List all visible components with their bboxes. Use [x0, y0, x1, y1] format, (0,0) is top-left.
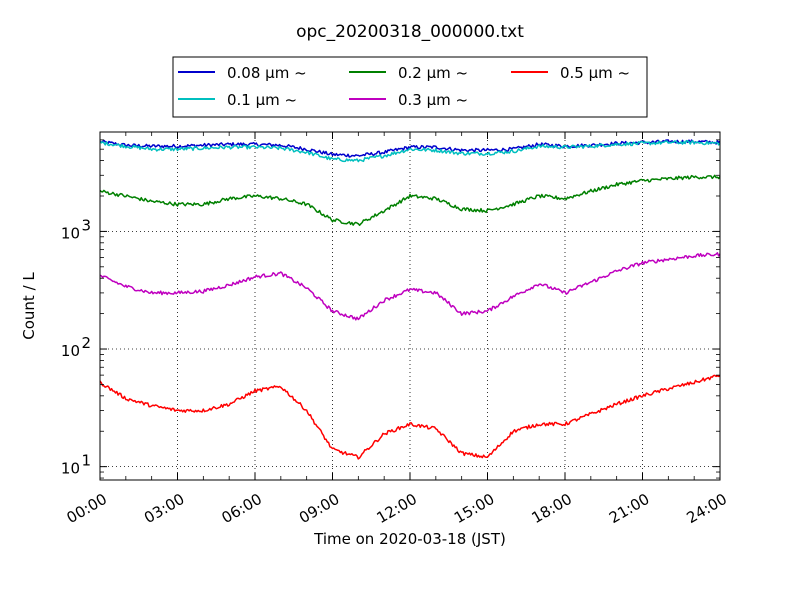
y-tick-label: 10	[61, 224, 80, 242]
series-line-4	[99, 374, 721, 460]
y-tick-base: 10	[61, 342, 80, 360]
legend-label: 0.3 μm ~	[398, 91, 468, 109]
legend-label: 0.08 μm ~	[227, 64, 307, 82]
series-line-1	[99, 140, 721, 163]
legend-entry: 0.1 μm ~	[178, 91, 297, 109]
y-tick-label: 10	[61, 342, 80, 360]
y-tick-exponent: 2	[81, 334, 91, 352]
legend-label: 0.2 μm ~	[398, 64, 468, 82]
y-tick-exponent: 3	[81, 216, 91, 234]
y-tick-exponent: 1	[81, 452, 91, 470]
legend-label: 0.1 μm ~	[227, 91, 297, 109]
y-tick-base: 10	[61, 460, 80, 478]
y-axis-label: Count / L	[20, 272, 38, 340]
y-tick-base: 10	[61, 224, 80, 242]
series-line-2	[99, 174, 721, 227]
legend-entry: 0.2 μm ~	[349, 64, 468, 82]
legend-box	[172, 56, 648, 118]
series-line-3	[99, 252, 721, 321]
chart-title: opc_20200318_000000.txt	[296, 22, 524, 42]
axis-ticks	[99, 131, 721, 480]
legend-entry: 0.5 μm ~	[511, 64, 630, 82]
grid-lines	[100, 132, 720, 480]
legend-label: 0.5 μm ~	[560, 64, 630, 82]
legend-entry: 0.3 μm ~	[349, 91, 468, 109]
y-tick-label: 10	[61, 460, 80, 478]
legend-items: 0.08 μm ~ 0.1 μm ~ 0.2 μm ~ 0.3 μm ~ 0.5 μm …	[178, 64, 630, 109]
legend: 0.08 μm ~ 0.1 μm ~ 0.2 μm ~ 0.3 μm ~ 0.5 μm …	[172, 56, 648, 118]
x-axis-label: Time on 2020-03-18 (JST)	[313, 530, 506, 548]
series-lines	[99, 139, 721, 460]
legend-entry: 0.08 μm ~	[178, 64, 307, 82]
